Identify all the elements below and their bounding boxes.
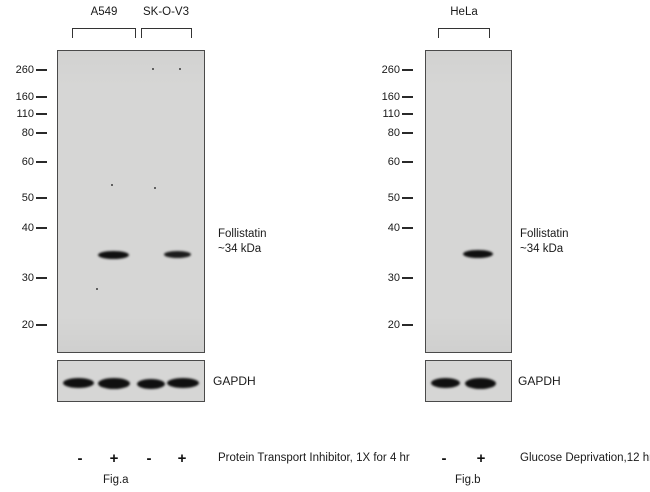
- membrane-shading: [426, 51, 511, 352]
- treatment-label: Protein Transport Inhibitor, 1X for 4 hr: [218, 452, 410, 464]
- mw-tick: [36, 277, 47, 279]
- mw-tick: [36, 197, 47, 199]
- mw-tick: [36, 113, 47, 115]
- target-size-label: ~34 kDa: [218, 243, 262, 255]
- target-name-label: Follistatin: [218, 228, 267, 240]
- artifact-dot: [96, 288, 98, 290]
- figure-caption-a: Fig.a: [103, 474, 129, 486]
- artifact-dot: [111, 184, 113, 186]
- mw-tick: [402, 277, 413, 279]
- artifact-dot: [154, 187, 156, 189]
- gapdh-band-lane1: [431, 378, 460, 388]
- artifact-dot: [179, 68, 181, 70]
- lane-sign: +: [177, 450, 187, 467]
- lane-sign: -: [146, 450, 152, 467]
- blot-panel-gapdh-b: [425, 360, 512, 402]
- target-size-label: ~34 kDa: [520, 243, 564, 255]
- mw-label-160: 160: [15, 91, 34, 103]
- mw-tick: [402, 132, 413, 134]
- figure-caption-b: Fig.b: [455, 474, 481, 486]
- lane-sign: -: [441, 450, 447, 467]
- protein-band-follistatin-lane2: [463, 250, 493, 258]
- lane-sign: +: [109, 450, 119, 467]
- lane-sign: +: [476, 450, 486, 467]
- gapdh-band-lane1: [63, 378, 94, 388]
- mw-label-50: 50: [21, 192, 34, 204]
- mw-label-110: 110: [16, 108, 34, 120]
- blot-panel-main-b: [425, 50, 512, 353]
- blot-panel-gapdh-a: [57, 360, 205, 402]
- mw-label-50: 50: [387, 192, 400, 204]
- mw-label-60: 60: [387, 156, 400, 168]
- mw-tick: [402, 161, 413, 163]
- mw-label-20: 20: [387, 319, 400, 331]
- lane-bracket-hela: [438, 28, 490, 38]
- mw-tick: [402, 96, 413, 98]
- gapdh-label: GAPDH: [518, 374, 561, 388]
- mw-tick: [36, 96, 47, 98]
- blot-panel-main-a: [57, 50, 205, 353]
- gapdh-band-lane2: [98, 378, 130, 389]
- mw-label-30: 30: [387, 272, 400, 284]
- mw-label-80: 80: [21, 127, 34, 139]
- artifact-dot: [152, 68, 154, 70]
- cell-line-label-a549: A549: [90, 6, 118, 18]
- target-name-label: Follistatin: [520, 228, 569, 240]
- gapdh-band-lane3: [137, 379, 165, 389]
- mw-label-110: 110: [382, 108, 400, 120]
- mw-tick: [402, 227, 413, 229]
- cell-line-label-skov3: SK-O-V3: [142, 6, 189, 18]
- mw-label-260: 260: [15, 64, 34, 76]
- mw-label-60: 60: [21, 156, 34, 168]
- mw-tick: [402, 69, 413, 71]
- mw-label-30: 30: [21, 272, 34, 284]
- mw-tick: [36, 132, 47, 134]
- lane-bracket-skov3: [141, 28, 192, 38]
- cell-line-label-hela: HeLa: [450, 6, 478, 18]
- treatment-label: Glucose Deprivation,12 hr: [520, 452, 650, 464]
- mw-tick: [36, 324, 47, 326]
- mw-label-260: 260: [381, 64, 400, 76]
- mw-label-40: 40: [21, 222, 34, 234]
- mw-tick: [36, 69, 47, 71]
- gapdh-label: GAPDH: [213, 374, 256, 388]
- mw-label-80: 80: [387, 127, 400, 139]
- mw-label-160: 160: [381, 91, 400, 103]
- gapdh-band-lane2: [465, 378, 496, 389]
- mw-tick: [402, 324, 413, 326]
- mw-tick: [402, 113, 413, 115]
- mw-tick: [36, 161, 47, 163]
- protein-band-follistatin-lane4: [164, 251, 191, 258]
- membrane-shading: [58, 51, 204, 352]
- mw-tick: [402, 197, 413, 199]
- mw-tick: [36, 227, 47, 229]
- mw-label-20: 20: [21, 319, 34, 331]
- lane-bracket-a549: [72, 28, 136, 38]
- lane-sign: -: [77, 450, 83, 467]
- mw-label-40: 40: [387, 222, 400, 234]
- protein-band-follistatin-lane2: [98, 251, 129, 259]
- gapdh-band-lane4: [167, 378, 199, 388]
